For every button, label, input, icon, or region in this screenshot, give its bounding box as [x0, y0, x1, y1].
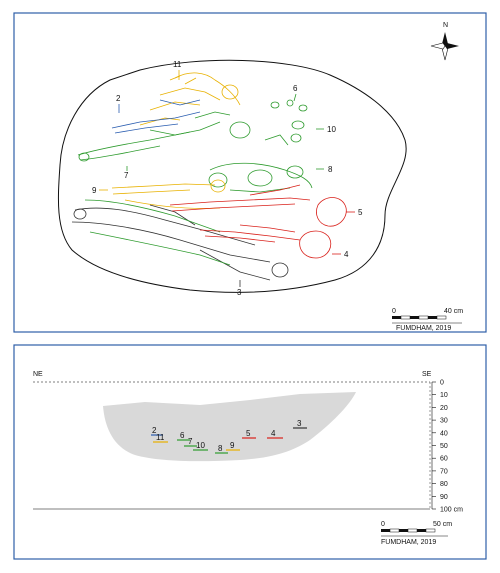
plan-label-4: 4 [344, 250, 349, 259]
depth-tick-label: 60 [440, 456, 448, 463]
section-label-11: 11 [156, 433, 165, 442]
section-label-4: 4 [271, 429, 276, 438]
plan-panel-frame [13, 12, 487, 333]
skeleton-6 [270, 99, 308, 112]
skeleton-7 [77, 111, 231, 162]
depth-tick-label: 20 [440, 405, 448, 412]
section-label-9: 9 [230, 441, 235, 450]
section-panel-frame [13, 344, 487, 560]
depth-tick-label: 10 [440, 392, 448, 399]
depth-scale: 0 10 20 30 40 50 60 70 80 90 100 cm [431, 380, 463, 514]
section-scale-start: 0 [381, 521, 385, 528]
plan-scale-end: 40 cm [444, 308, 463, 315]
skeleton-8 [208, 162, 313, 193]
section-label-8: 8 [218, 444, 223, 453]
depth-tick-label: 0 [440, 380, 444, 387]
pit-outline [57, 59, 407, 293]
arrow-6 [293, 93, 297, 102]
section-label-7: 7 [188, 437, 193, 446]
section-scale-bar: 0 50 cm FUMDHAM, 2019 [381, 521, 452, 546]
plan-label-10: 10 [327, 125, 336, 134]
depth-tick-label: 90 [440, 494, 448, 501]
plan-label-5: 5 [358, 208, 363, 217]
skeleton-10 [229, 120, 305, 146]
plan-label-7: 7 [124, 171, 129, 180]
section-markers: 2 11 6 7 10 8 9 5 4 3 [151, 419, 307, 454]
depth-tick-label: 100 cm [440, 507, 463, 514]
depth-tick-label: 30 [440, 418, 448, 425]
section-label-2: 2 [152, 426, 157, 435]
section-right-label: SE [422, 371, 432, 378]
section-label-6: 6 [180, 431, 185, 440]
plan-label-2: 2 [116, 94, 121, 103]
plan-scale-start: 0 [392, 308, 396, 315]
grave-fill-section [103, 392, 356, 462]
plan-label-11: 11 [173, 60, 182, 69]
north-label: N [443, 22, 448, 29]
section-label-10: 10 [196, 441, 205, 450]
plan-label-6: 6 [293, 84, 298, 93]
skeleton-2 [111, 99, 201, 134]
section-label-3: 3 [297, 419, 302, 428]
section-label-5: 5 [246, 429, 251, 438]
skeleton-7-limbs [84, 199, 231, 266]
depth-tick-label: 80 [440, 481, 448, 488]
skeleton-3 [71, 204, 289, 281]
north-arrow-icon: N [430, 22, 459, 61]
plan-labels: 11 2 6 10 7 8 9 5 4 3 [92, 60, 363, 297]
skeleton-4 [199, 224, 332, 259]
skeleton-9 [111, 179, 226, 209]
section-left-label: NE [33, 371, 43, 378]
section-scale-end: 50 cm [433, 521, 452, 528]
plan-label-3: 3 [237, 288, 242, 297]
plan-credit: FUMDHAM, 2019 [396, 325, 451, 332]
skeleton-5 [169, 184, 347, 227]
depth-tick-label: 50 [440, 443, 448, 450]
depth-tick-label: 70 [440, 468, 448, 475]
depth-tick-label: 40 [440, 430, 448, 437]
section-credit: FUMDHAM, 2019 [381, 539, 436, 546]
plan-label-8: 8 [328, 165, 333, 174]
skeleton-11 [139, 72, 241, 126]
plan-scale-bar: 0 40 cm FUMDHAM, 2019 [392, 308, 463, 332]
plan-label-9: 9 [92, 186, 97, 195]
